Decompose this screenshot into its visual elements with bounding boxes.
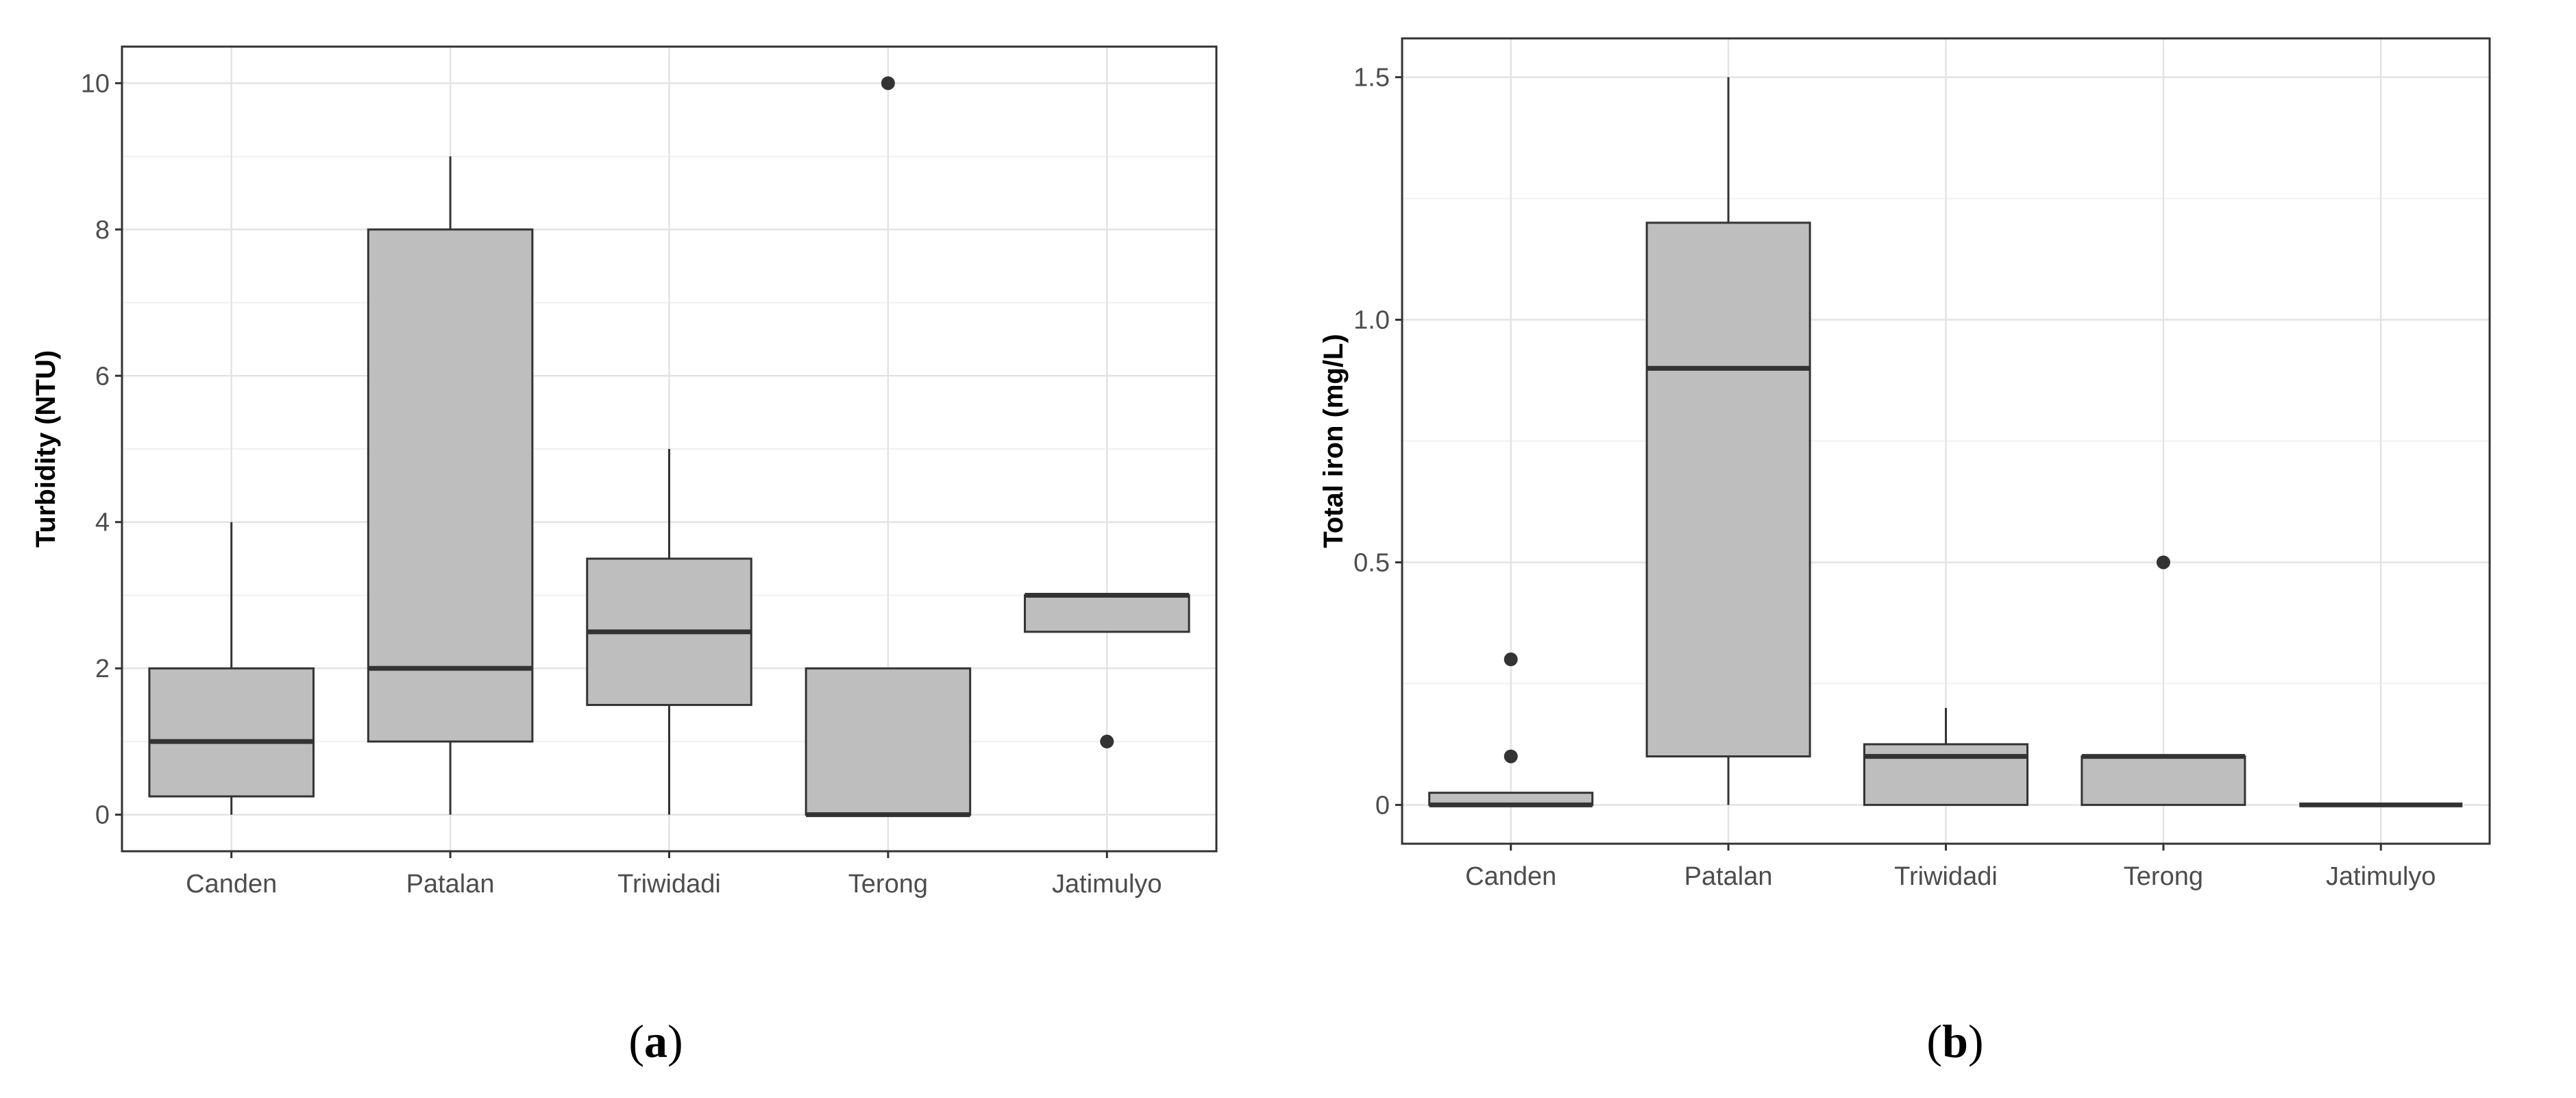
box-canden: [148, 522, 315, 815]
box-body: [1645, 221, 1811, 758]
x-tick-label: Terong: [2124, 862, 2203, 891]
box-jatimulyo: [1024, 592, 1190, 748]
box-body: [805, 667, 972, 816]
turbidity-chart: 0 2 4 6 8 10 Canden Patalan Triwidadi Terong Jatim…: [31, 45, 1218, 899]
y-tick-label: 10: [81, 69, 110, 98]
x-tick-label: Patalan: [406, 870, 495, 899]
panel-a-label: a: [644, 1015, 667, 1067]
x-tick-label: Terong: [848, 870, 928, 899]
y-tick-label: 1.5: [1353, 64, 1390, 93]
box-terong: [805, 76, 972, 818]
outlier-point: [1100, 734, 1114, 748]
x-tick-label: Patalan: [1684, 862, 1773, 891]
x-tick-label: Jatimulyo: [2326, 862, 2436, 891]
box-body: [367, 228, 534, 743]
outlier-point: [2156, 555, 2170, 570]
panel-b-label: b: [1942, 1015, 1968, 1067]
y-tick-label: 6: [95, 362, 110, 391]
outlier-point: [1504, 652, 1518, 667]
total-iron-chart: 0 0.5 1.0 1.5 Canden Patalan Triwidadi Terong Ja…: [1318, 37, 2491, 891]
box-triwidadi: [586, 449, 752, 815]
y-axis-title: Turbidity (NTU): [31, 350, 61, 548]
x-tick-label: Jatimulyo: [1052, 870, 1162, 899]
x-tick-label: Canden: [186, 870, 277, 899]
y-tick-label: 0: [1375, 791, 1390, 820]
panel-a-caption: (a): [628, 1015, 683, 1067]
y-axis-title: Total iron (mg/L): [1318, 334, 1349, 548]
y-tick-label: 0: [95, 801, 110, 830]
y-tick-label: 1.0: [1353, 306, 1390, 335]
box-body: [148, 667, 315, 798]
outlier-point: [881, 76, 895, 90]
y-tick-label: 0.5: [1353, 548, 1390, 577]
y-tick-label: 8: [95, 216, 110, 245]
box-patalan: [367, 156, 534, 815]
x-tick-label: Triwidadi: [1894, 862, 1998, 891]
box-triwidadi: [1863, 707, 2029, 806]
box-body: [1863, 743, 2029, 806]
box-terong: [2081, 555, 2246, 806]
box-body: [2081, 755, 2246, 806]
box-patalan: [1645, 77, 1811, 805]
x-tick-label: Canden: [1465, 862, 1556, 891]
outlier-point: [1504, 749, 1518, 764]
y-tick-label: 4: [95, 509, 110, 537]
x-tick-label: Triwidadi: [617, 870, 721, 899]
panel-b-caption: (b): [1926, 1015, 1984, 1067]
y-tick-label: 2: [95, 655, 110, 683]
box-canden: [1428, 652, 1594, 807]
box-body: [1024, 594, 1190, 633]
